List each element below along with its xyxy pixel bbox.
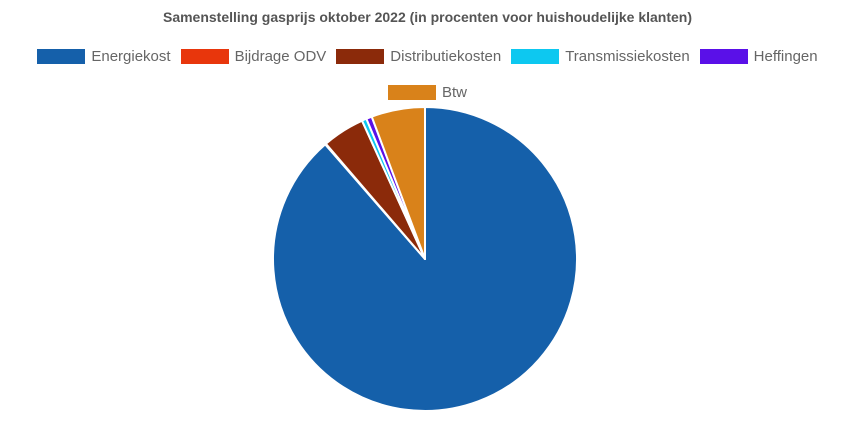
legend-swatch-distributiekosten — [336, 48, 385, 64]
legend-item-bijdrage-odv[interactable]: Bijdrage ODV — [180, 46, 327, 66]
legend-item-transmissiekosten[interactable]: Transmissiekosten — [511, 46, 690, 66]
legend-item-energiekost[interactable]: Energiekost — [37, 46, 171, 66]
chart-legend: Energiekost Bijdrage ODV Distributiekost… — [0, 46, 855, 102]
legend-label-heffingen: Heffingen — [753, 47, 818, 65]
chart-title: Samenstelling gasprijs oktober 2022 (in … — [162, 9, 692, 25]
legend-label-btw: Btw — [441, 83, 467, 101]
legend-item-heffingen[interactable]: Heffingen — [699, 46, 818, 66]
legend-label-transmissiekosten: Transmissiekosten — [565, 47, 690, 65]
legend-label-bijdrage-odv: Bijdrage ODV — [234, 47, 327, 65]
legend-swatch-transmissiekosten — [511, 48, 560, 64]
legend-swatch-heffingen — [699, 48, 748, 64]
legend-swatch-energiekost — [37, 48, 86, 64]
legend-item-btw[interactable]: Btw — [387, 82, 467, 102]
legend-label-distributiekosten: Distributiekosten — [390, 47, 502, 65]
legend-item-distributiekosten[interactable]: Distributiekosten — [336, 46, 501, 66]
pie-slice-btw[interactable] — [370, 106, 426, 260]
legend-swatch-bijdrage-odv — [180, 48, 229, 64]
legend-swatch-btw — [387, 84, 436, 100]
legend-label-energiekost: Energiekost — [91, 47, 171, 65]
